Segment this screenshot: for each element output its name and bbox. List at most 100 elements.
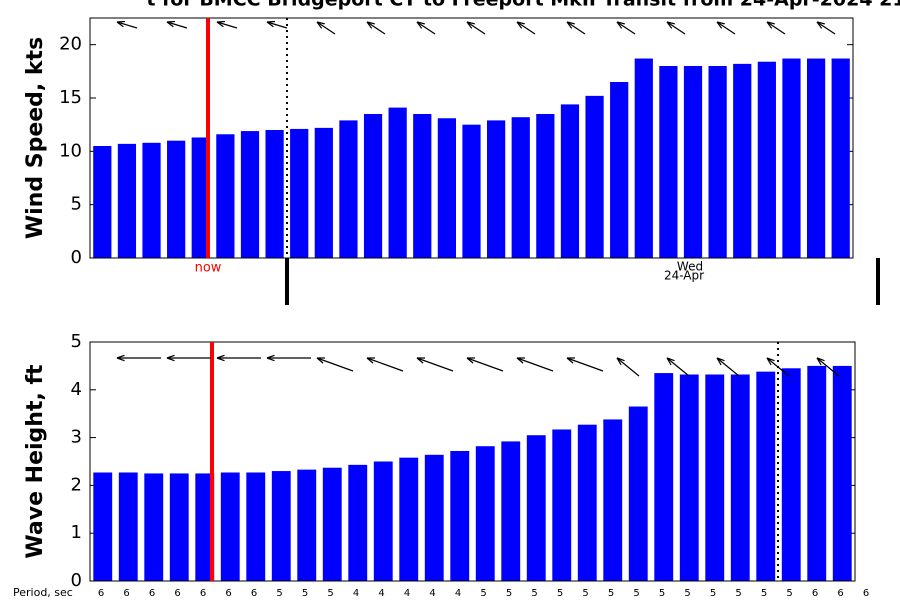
period-value: 4 [404, 588, 410, 599]
direction-arrow [666, 21, 686, 35]
y-tick-label: 4 [71, 379, 82, 400]
period-value: 5 [531, 588, 537, 599]
direction-arrow [116, 21, 138, 29]
period-value: 5 [327, 588, 333, 599]
direction-arrow [516, 21, 536, 35]
direction-arrow [466, 21, 486, 35]
arrow-head [716, 21, 725, 29]
bar [373, 461, 393, 581]
y-axis-label: Wave Height, ft [23, 364, 48, 559]
bar [705, 374, 725, 581]
y-tick-label: 20 [59, 34, 82, 55]
bar [413, 114, 432, 258]
arrow-head [466, 21, 475, 29]
bar [628, 406, 648, 581]
period-value: 5 [710, 588, 716, 599]
bar [832, 365, 852, 581]
bar [363, 114, 383, 258]
arrow-head [816, 357, 825, 366]
period-value: 5 [735, 588, 741, 599]
arrow-head [366, 357, 376, 364]
y-axis-label: Wind Speed, kts [23, 37, 48, 239]
direction-arrow [666, 357, 690, 377]
arrow-head [766, 21, 775, 29]
arrow-head [666, 357, 675, 366]
bar [756, 371, 776, 581]
bar [654, 373, 674, 581]
y-tick-label: 1 [71, 522, 82, 543]
bar [216, 134, 235, 258]
arrow-head [566, 357, 576, 364]
direction-arrow [166, 21, 188, 29]
bar [195, 473, 215, 581]
arrow-head [666, 21, 675, 29]
period-value: 5 [557, 588, 563, 599]
period-value: 5 [480, 588, 486, 599]
bar [93, 146, 112, 258]
arrow-head [616, 21, 625, 29]
y-tick-label: 0 [71, 247, 82, 268]
period-value: 5 [786, 588, 792, 599]
plot-frame [89, 341, 856, 582]
direction-arrow [316, 21, 336, 35]
period-value: 5 [302, 588, 308, 599]
arrow-head [466, 357, 476, 364]
period-value: 6 [863, 588, 869, 599]
arrow-head [266, 354, 275, 362]
bar [297, 469, 317, 581]
y-tick-label: 0 [71, 570, 82, 591]
bar [526, 435, 546, 581]
direction-arrow [566, 357, 604, 372]
period-value: 5 [684, 588, 690, 599]
bar [322, 467, 342, 581]
bar [424, 454, 444, 581]
arrow-head [116, 20, 126, 28]
period-value: 6 [123, 588, 129, 599]
bar [552, 429, 572, 581]
bar [511, 117, 530, 258]
arrow-head [416, 21, 425, 29]
period-label: Period, sec [13, 586, 73, 599]
bar [220, 472, 240, 581]
period-value: 5 [761, 588, 767, 599]
direction-arrow [616, 21, 636, 35]
bar [117, 143, 137, 258]
period-value: 6 [98, 588, 104, 599]
period-value: 6 [225, 588, 231, 599]
bar [142, 142, 161, 258]
arrow-head [516, 21, 525, 29]
period-value: 4 [378, 588, 384, 599]
arrow-head [566, 21, 575, 29]
arrow-head [116, 354, 125, 362]
bar [782, 58, 801, 259]
arrow-head [216, 354, 225, 362]
now-label: now [195, 261, 222, 276]
y-tick-label: 5 [71, 331, 82, 352]
bar [679, 374, 699, 581]
bar [634, 58, 653, 259]
period-value: 5 [633, 588, 639, 599]
bar [807, 365, 827, 581]
day-label: Wed [677, 260, 703, 274]
direction-arrow [766, 357, 790, 377]
bar [290, 128, 309, 258]
period-value: 6 [149, 588, 155, 599]
period-value: 4 [455, 588, 461, 599]
direction-arrow [366, 357, 404, 372]
bar [730, 374, 750, 581]
bar [265, 130, 284, 258]
bar [167, 140, 186, 258]
plot-frame [89, 17, 854, 259]
arrow-head [766, 357, 775, 366]
arrow-head [616, 357, 625, 366]
bar [501, 441, 521, 581]
bar [475, 446, 495, 581]
bar [437, 118, 456, 259]
period-value: 6 [837, 588, 843, 599]
bar [585, 95, 604, 258]
bar [388, 107, 407, 258]
period-value: 5 [276, 588, 282, 599]
arrow-head [316, 357, 326, 364]
period-value: 6 [174, 588, 180, 599]
bar [144, 473, 164, 581]
